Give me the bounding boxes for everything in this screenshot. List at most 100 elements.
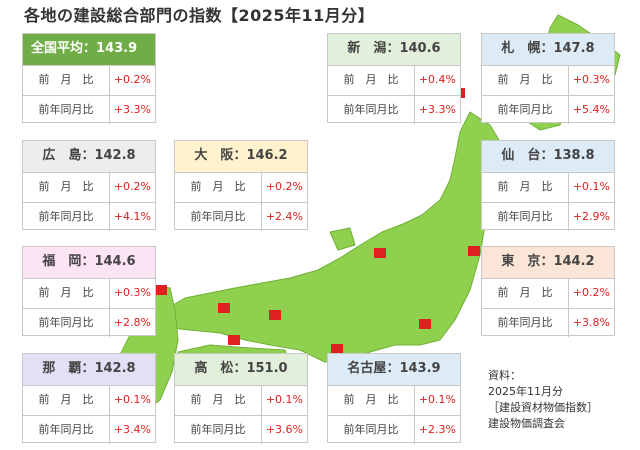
year-over-year-value: +3.8% bbox=[572, 316, 610, 329]
year-over-year-value: +5.4% bbox=[572, 103, 610, 116]
region-name: 那 覇 bbox=[42, 361, 82, 376]
month-over-month-value: +0.3% bbox=[572, 73, 610, 86]
region-name: 仙 台 bbox=[501, 148, 541, 163]
card-osaka: 大 阪：146.2 前 月 比 +0.2% 前年同月比 +2.4% bbox=[174, 140, 308, 231]
region-index: 142.8 bbox=[94, 148, 136, 163]
year-over-year-value: +3.3% bbox=[113, 103, 151, 116]
card-nagoya: 名古屋：143.9 前 月 比 +0.1% 前年同月比 +2.3% bbox=[327, 353, 461, 444]
region-index: 144.6 bbox=[94, 254, 136, 269]
card-sapporo: 札 幌：147.8 前 月 比 +0.3% 前年同月比 +5.4% bbox=[481, 33, 615, 124]
month-over-month-row: 前 月 比 +0.2% bbox=[482, 279, 614, 308]
region-index: 146.2 bbox=[246, 148, 288, 163]
marker-takamatsu bbox=[228, 335, 240, 345]
year-over-year-value: +4.1% bbox=[113, 210, 151, 223]
card-header: 高 松：151.0 bbox=[175, 354, 307, 386]
region-name: 福 岡 bbox=[42, 254, 82, 269]
year-over-year-label: 前年同月比 bbox=[175, 416, 262, 444]
month-over-month-value: +0.1% bbox=[113, 393, 151, 406]
source-publisher: 建設物価調査会 bbox=[488, 417, 565, 430]
card-takamatsu: 高 松：151.0 前 月 比 +0.1% 前年同月比 +3.6% bbox=[174, 353, 308, 444]
separator: ： bbox=[83, 41, 97, 56]
source-note: 資料： 2025年11月分 ［建設資材物価指数］ 建設物価調査会 bbox=[488, 368, 598, 432]
region-index: 144.2 bbox=[553, 254, 595, 269]
marker-hiroshima bbox=[218, 303, 230, 313]
month-over-month-row: 前 月 比 +0.1% bbox=[23, 386, 155, 415]
card-header: 新 潟：140.6 bbox=[328, 34, 460, 66]
year-over-year-label: 前年同月比 bbox=[482, 203, 569, 231]
separator: ： bbox=[386, 41, 400, 56]
card-header: 名古屋：143.9 bbox=[328, 354, 460, 386]
honshu-shape bbox=[167, 111, 506, 363]
month-over-month-label: 前 月 比 bbox=[482, 173, 569, 202]
region-index: 151.0 bbox=[246, 361, 288, 376]
year-over-year-label: 前年同月比 bbox=[23, 203, 110, 231]
month-over-month-label: 前 月 比 bbox=[23, 66, 110, 95]
separator: ： bbox=[233, 148, 247, 163]
year-over-year-label: 前年同月比 bbox=[23, 309, 110, 337]
month-over-month-row: 前 月 比 +0.2% bbox=[175, 173, 307, 202]
region-name: 東 京 bbox=[501, 254, 541, 269]
year-over-year-row: 前年同月比 +3.3% bbox=[23, 95, 155, 124]
card-hiroshima: 広 島：142.8 前 月 比 +0.2% 前年同月比 +4.1% bbox=[22, 140, 156, 231]
marker-nagoya bbox=[331, 344, 343, 354]
month-over-month-row: 前 月 比 +0.1% bbox=[328, 386, 460, 415]
separator: ： bbox=[81, 361, 95, 376]
year-over-year-row: 前年同月比 +3.4% bbox=[23, 415, 155, 444]
card-header: 東 京：144.2 bbox=[482, 247, 614, 279]
region-name: 札 幌 bbox=[501, 41, 541, 56]
year-over-year-row: 前年同月比 +2.9% bbox=[482, 202, 614, 231]
month-over-month-label: 前 月 比 bbox=[23, 173, 110, 202]
card-naha: 那 覇：142.8 前 月 比 +0.1% 前年同月比 +3.4% bbox=[22, 353, 156, 444]
separator: ： bbox=[386, 361, 400, 376]
card-sendai: 仙 台：138.8 前 月 比 +0.1% 前年同月比 +2.9% bbox=[481, 140, 615, 231]
region-index: 142.8 bbox=[94, 361, 136, 376]
separator: ： bbox=[540, 148, 554, 163]
separator: ： bbox=[540, 254, 554, 269]
month-over-month-label: 前 月 比 bbox=[23, 279, 110, 308]
month-over-month-value: +0.2% bbox=[572, 286, 610, 299]
marker-niigata bbox=[374, 248, 386, 258]
marker-tokyo bbox=[419, 319, 431, 329]
month-over-month-label: 前 月 比 bbox=[482, 66, 569, 95]
region-index: 138.8 bbox=[553, 148, 595, 163]
year-over-year-label: 前年同月比 bbox=[328, 96, 415, 124]
region-name: 新 潟 bbox=[347, 41, 387, 56]
year-over-year-label: 前年同月比 bbox=[23, 96, 110, 124]
card-fukuoka: 福 岡：144.6 前 月 比 +0.3% 前年同月比 +2.8% bbox=[22, 246, 156, 337]
month-over-month-value: +0.1% bbox=[265, 393, 303, 406]
card-header: 仙 台：138.8 bbox=[482, 141, 614, 173]
card-header: 札 幌：147.8 bbox=[482, 34, 614, 66]
year-over-year-label: 前年同月比 bbox=[482, 309, 569, 337]
month-over-month-label: 前 月 比 bbox=[175, 173, 262, 202]
region-index: 143.9 bbox=[399, 361, 441, 376]
year-over-year-value: +2.9% bbox=[572, 210, 610, 223]
month-over-month-value: +0.2% bbox=[265, 180, 303, 193]
month-over-month-row: 前 月 比 +0.2% bbox=[23, 173, 155, 202]
card-niigata: 新 潟：140.6 前 月 比 +0.4% 前年同月比 +3.3% bbox=[327, 33, 461, 124]
year-over-year-row: 前年同月比 +3.3% bbox=[328, 95, 460, 124]
marker-fukuoka bbox=[155, 285, 167, 295]
separator: ： bbox=[81, 148, 95, 163]
region-index: 143.9 bbox=[96, 41, 138, 56]
noto-shape bbox=[329, 227, 356, 251]
year-over-year-value: +2.4% bbox=[265, 210, 303, 223]
month-over-month-row: 前 月 比 +0.1% bbox=[482, 173, 614, 202]
year-over-year-value: +2.8% bbox=[113, 316, 151, 329]
year-over-year-label: 前年同月比 bbox=[23, 416, 110, 444]
month-over-month-row: 前 月 比 +0.3% bbox=[482, 66, 614, 95]
source-dataset: ［建設資材物価指数］ bbox=[488, 401, 598, 414]
year-over-year-value: +2.3% bbox=[418, 423, 456, 436]
year-over-year-value: +3.6% bbox=[265, 423, 303, 436]
month-over-month-value: +0.2% bbox=[113, 73, 151, 86]
year-over-year-row: 前年同月比 +2.8% bbox=[23, 308, 155, 337]
region-index: 140.6 bbox=[399, 41, 441, 56]
year-over-year-label: 前年同月比 bbox=[175, 203, 262, 231]
month-over-month-value: +0.4% bbox=[418, 73, 456, 86]
year-over-year-label: 前年同月比 bbox=[328, 416, 415, 444]
month-over-month-label: 前 月 比 bbox=[23, 386, 110, 415]
month-over-month-row: 前 月 比 +0.2% bbox=[23, 66, 155, 95]
month-over-month-row: 前 月 比 +0.1% bbox=[175, 386, 307, 415]
marker-osaka bbox=[269, 310, 281, 320]
month-over-month-label: 前 月 比 bbox=[328, 66, 415, 95]
card-national: 全国平均：143.9 前 月 比 +0.2% 前年同月比 +3.3% bbox=[22, 33, 156, 124]
